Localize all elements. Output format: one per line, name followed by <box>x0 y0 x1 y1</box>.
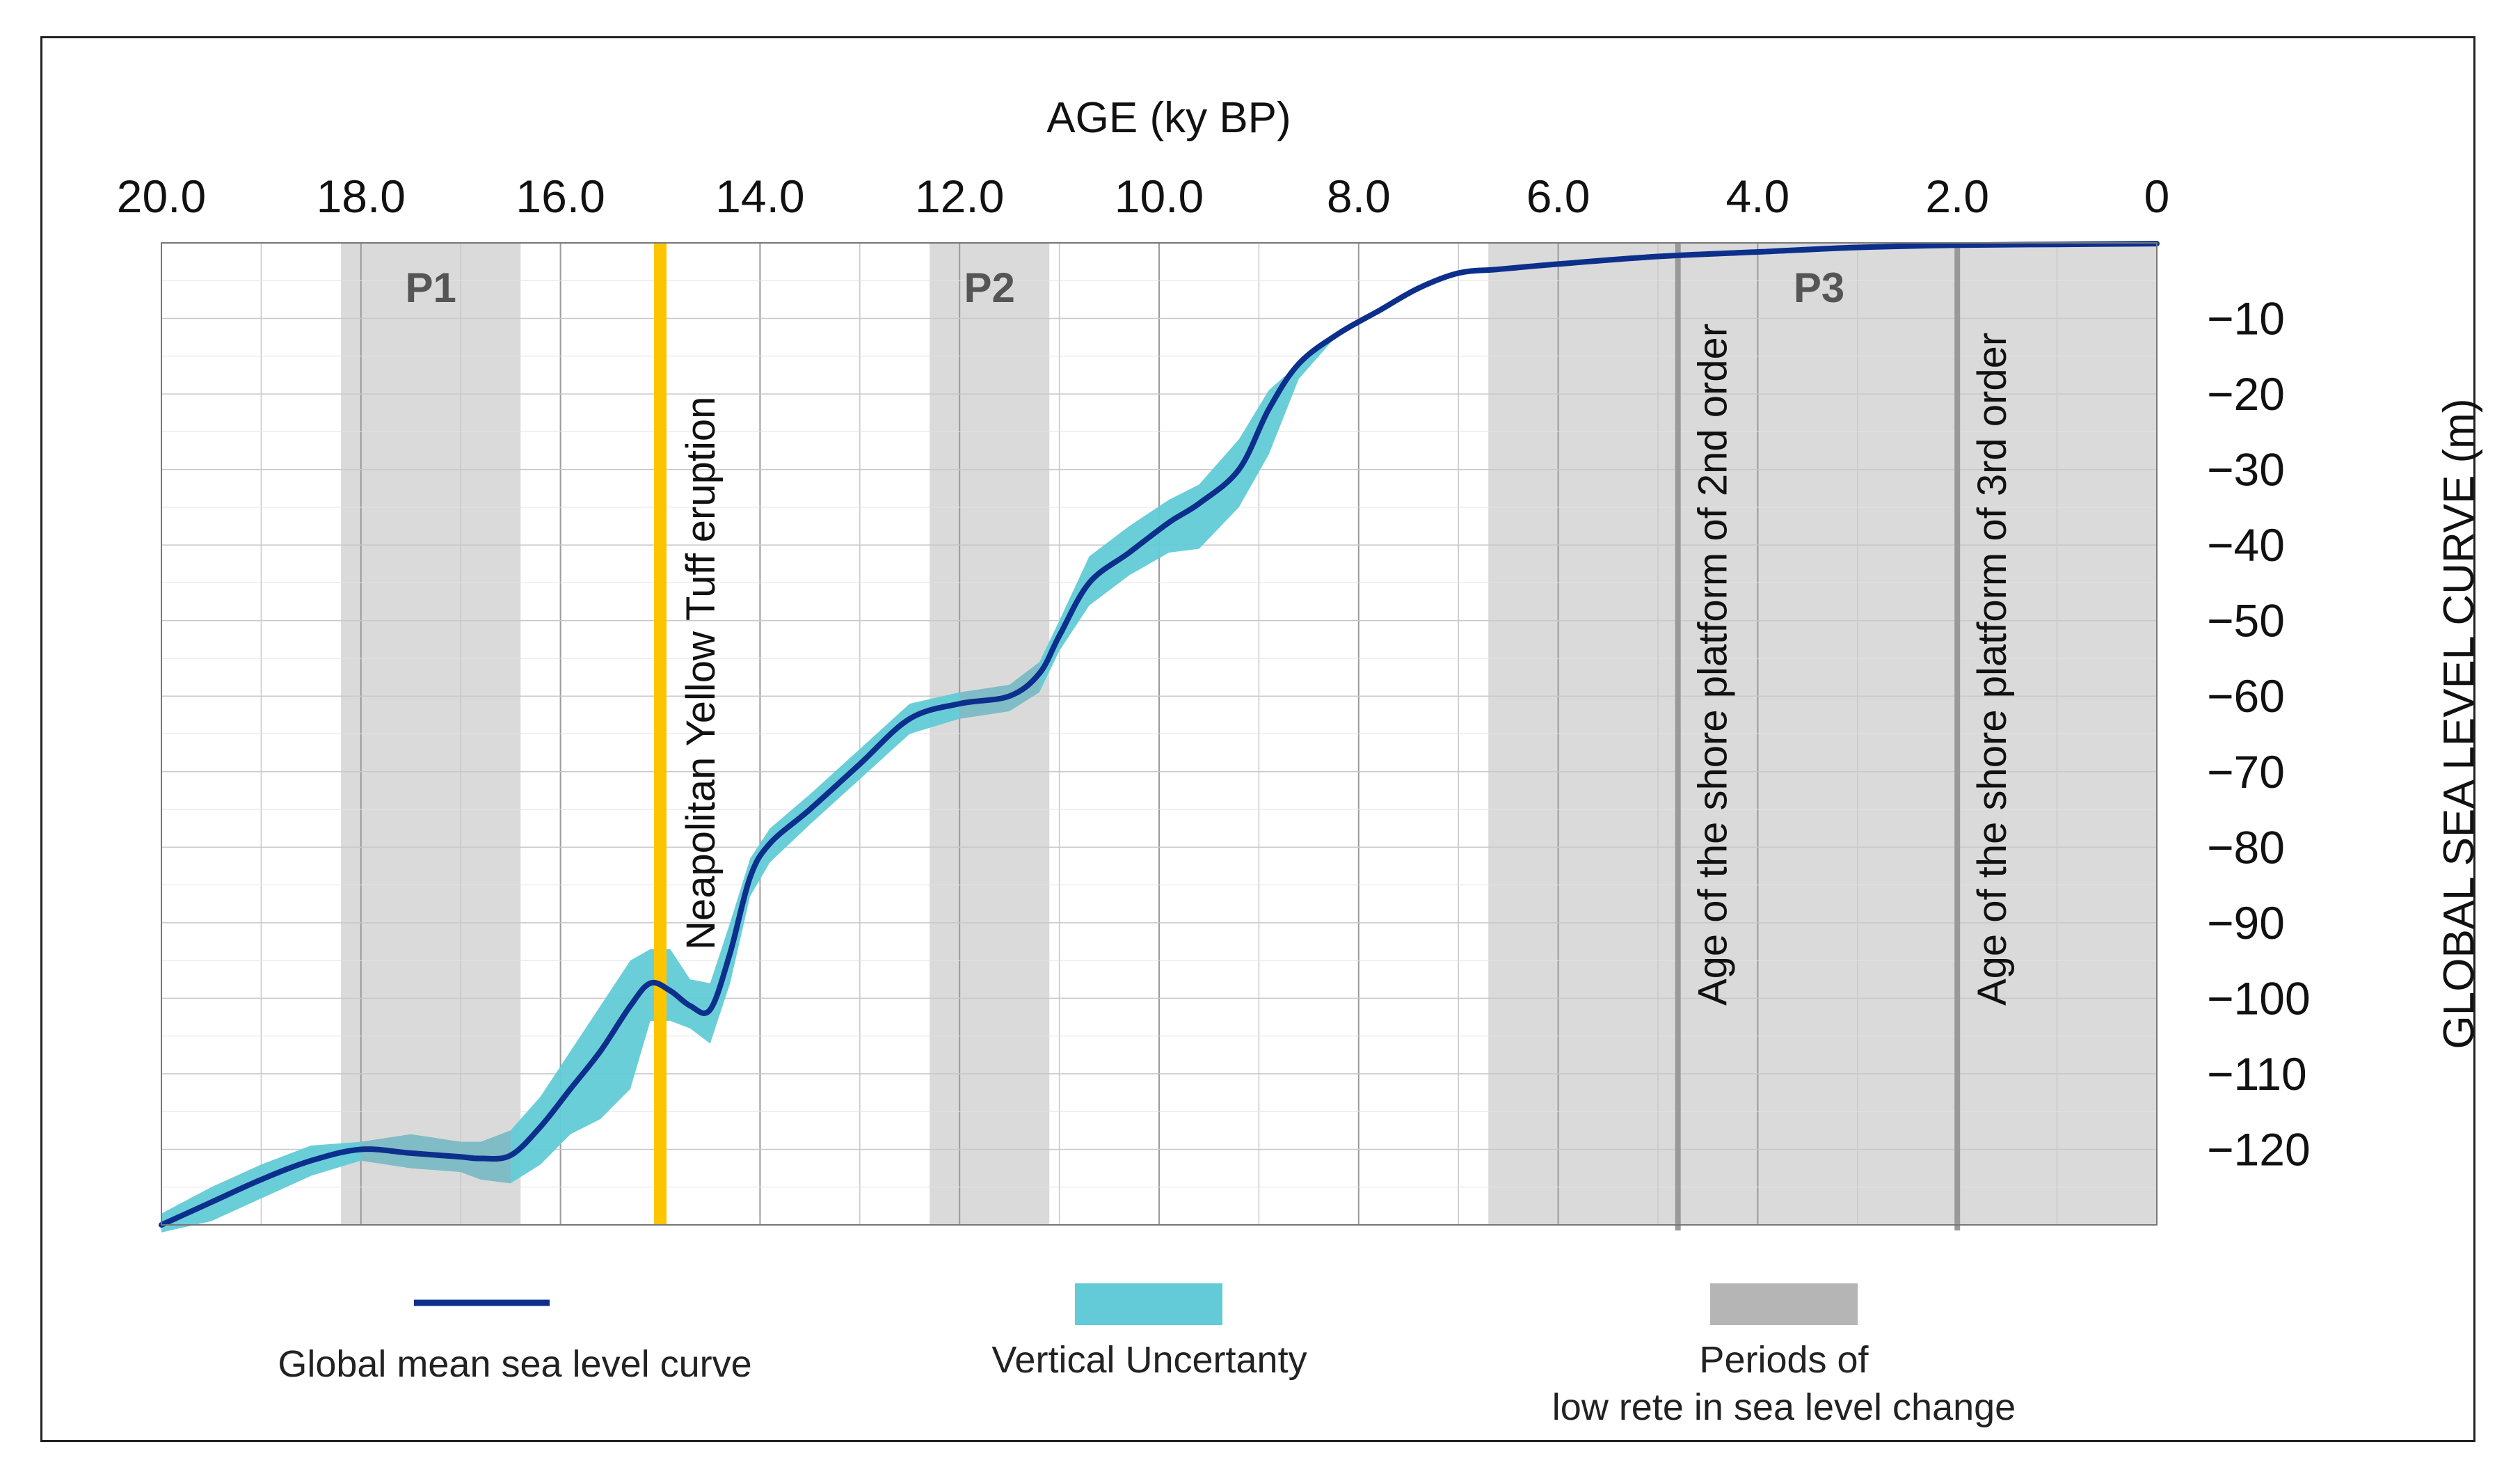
period-label-p3: P3 <box>1794 264 1844 311</box>
x-tick-label: 2.0 <box>1925 171 1989 222</box>
legend-label-periods-line2: low rete in sea level change <box>1552 1386 2016 1428</box>
legend-swatch-periods <box>1710 1283 1858 1325</box>
x-tick-label: 14.0 <box>715 171 804 222</box>
y-tick-label: −30 <box>2207 444 2285 496</box>
y-tick-label: −50 <box>2207 595 2285 647</box>
y-tick-label: −60 <box>2207 670 2285 722</box>
x-tick-label: 4.0 <box>1726 171 1790 222</box>
y-tick-label: −10 <box>2207 293 2285 344</box>
legend-label-periods-line1: Periods of <box>1699 1339 1869 1381</box>
legend-label-mean-sea-level: Global mean sea level curve <box>278 1343 751 1385</box>
x-tick-label: 20.0 <box>117 171 206 222</box>
x-tick-label: 10.0 <box>1115 171 1204 222</box>
y-tick-label: −20 <box>2207 368 2285 420</box>
y-tick-label: −80 <box>2207 821 2285 873</box>
y-tick-label: −40 <box>2207 519 2285 571</box>
y-axis-title: GLOBAL SEA LEVEL CURVE (m) <box>2435 399 2483 1050</box>
uncertainty-band-in-period-p2 <box>959 662 1039 719</box>
legend-label-uncertainty: Vertical Uncertanty <box>991 1339 1307 1381</box>
y-tick-label: −70 <box>2207 746 2285 798</box>
plot-border <box>161 242 2158 1226</box>
x-axis-title: AGE (ky BP) <box>1046 94 1291 142</box>
shore-platform-label-2: Age of the shore platform of 2nd order <box>1691 324 1736 1006</box>
y-tick-label: −120 <box>2207 1123 2311 1175</box>
x-tick-label: 8.0 <box>1327 171 1391 222</box>
x-tick-label: 6.0 <box>1526 171 1590 222</box>
shore-platform-label-3: Age of the shore platform of 3rd order <box>1970 333 2015 1006</box>
x-tick-label: 18.0 <box>317 171 406 222</box>
tuff-eruption-label: Neapolitan Yellow Tuff eruption <box>678 397 724 950</box>
y-tick-label: −90 <box>2207 897 2285 949</box>
mean-sea-level-line <box>159 241 2160 1228</box>
y-tick-label: −100 <box>2207 972 2311 1024</box>
x-tick-label: 0 <box>2144 171 2170 222</box>
legend-swatch-uncertainty <box>1075 1283 1222 1325</box>
x-tick-label: 16.0 <box>516 171 605 222</box>
period-label-p1: P1 <box>405 264 456 311</box>
x-tick-label: 12.0 <box>915 171 1004 222</box>
period-label-p2: P2 <box>964 264 1015 311</box>
figure-frame <box>40 36 2475 1442</box>
y-tick-label: −110 <box>2207 1048 2307 1100</box>
